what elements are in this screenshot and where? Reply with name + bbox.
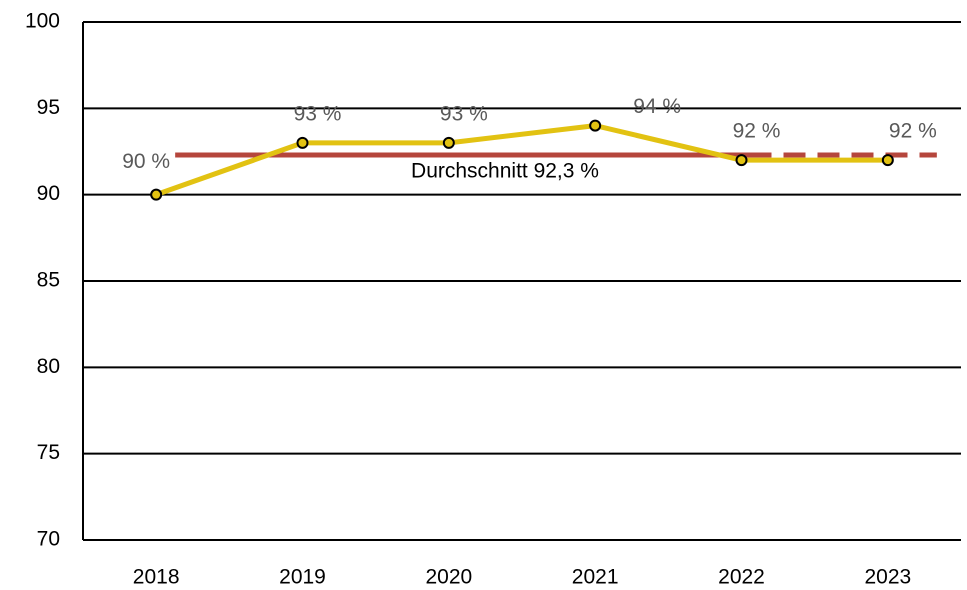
x-tick-label: 2022 <box>718 566 765 589</box>
point <box>735 154 748 167</box>
point <box>296 136 309 149</box>
point <box>881 154 894 167</box>
y-tick-label: 70 <box>37 528 60 551</box>
series-line <box>155 123 888 198</box>
x-tick-label: 2021 <box>572 566 619 589</box>
point <box>150 188 163 201</box>
value-label: 92 % <box>733 120 781 143</box>
x-tick-label: 2020 <box>425 566 472 589</box>
x-tick-label: 2023 <box>864 566 911 589</box>
value-label: 90 % <box>122 150 170 173</box>
y-tick-label: 80 <box>37 355 60 378</box>
y-tick-label: 75 <box>37 441 60 464</box>
value-label: 93 % <box>440 102 488 125</box>
y-tick-label: 85 <box>37 269 60 292</box>
y-tick-label: 90 <box>37 182 60 205</box>
value-label: 93 % <box>294 102 342 125</box>
point <box>442 136 455 149</box>
x-tick-label: 2018 <box>133 566 180 589</box>
y-tick-label: 95 <box>37 96 60 119</box>
x-tick-label: 2019 <box>279 566 326 589</box>
y-tick-label: 100 <box>25 10 60 33</box>
average-label: Durchschnitt 92,3 % <box>411 160 599 183</box>
point <box>589 119 602 132</box>
value-label: 94 % <box>633 95 681 118</box>
value-label: 92 % <box>889 120 937 143</box>
